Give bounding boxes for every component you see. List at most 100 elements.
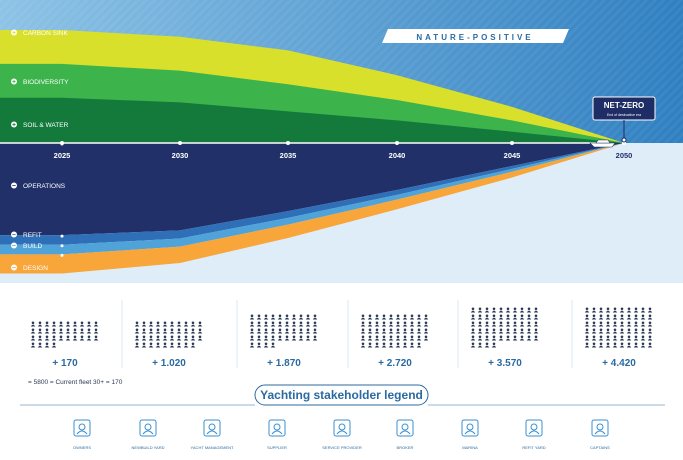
person-icon-head: [38, 335, 42, 339]
person-icon-head: [52, 321, 56, 325]
person-icon-body: [423, 324, 429, 327]
person-icon-body: [505, 338, 511, 341]
label-carbon-sink: CARBON SINK: [11, 29, 68, 37]
person-icon-body: [605, 310, 611, 313]
person-icon-body: [416, 338, 422, 341]
person-icon-body: [591, 345, 597, 348]
person-icon-body: [519, 338, 525, 341]
person-icon-body: [640, 310, 646, 313]
fleet-value-label: + 1.020: [152, 358, 186, 369]
refit-yard-icon: REFIT YARD: [522, 419, 546, 450]
person-icon-head: [271, 314, 275, 318]
person-icon-body: [584, 310, 590, 313]
person-icon-body: [484, 317, 490, 320]
person-icon-head: [641, 321, 645, 325]
person-icon-head: [410, 321, 414, 325]
person-icon-head: [135, 321, 139, 325]
person-icon-body: [633, 317, 639, 320]
person-icon-head: [396, 335, 400, 339]
person-icon-head: [499, 328, 503, 332]
person-icon-body: [284, 338, 290, 341]
person-icon-body: [640, 324, 646, 327]
person-icon-head: [492, 328, 496, 332]
person-icon-head: [264, 342, 268, 346]
person-icon-body: [270, 338, 276, 341]
person-icon-body: [619, 310, 625, 313]
person-icon-head: [492, 307, 496, 311]
person-icon-head: [163, 335, 167, 339]
person-icon-head: [292, 335, 296, 339]
person-icon-head: [592, 307, 596, 311]
person-icon-body: [491, 310, 497, 313]
person-icon-body: [477, 345, 483, 348]
person-icon-body: [298, 317, 304, 320]
person-icon-head: [306, 314, 310, 318]
person-icon-head: [198, 335, 202, 339]
person-icon-body: [176, 331, 182, 334]
person-icon-body: [155, 338, 161, 341]
person-icon-body: [360, 331, 366, 334]
person-icon-body: [30, 338, 36, 341]
tick-label-2030: 2030: [172, 151, 189, 160]
person-icon-head: [285, 314, 289, 318]
person-icon-body: [409, 345, 415, 348]
person-icon-body: [598, 338, 604, 341]
person-icon-head: [264, 321, 268, 325]
person-icon-body: [477, 310, 483, 313]
person-icon-body: [374, 331, 380, 334]
person-icon-head: [170, 328, 174, 332]
person-icon-body: [197, 331, 203, 334]
person-icon-head: [382, 321, 386, 325]
person-icon-head: [506, 307, 510, 311]
owner-icon: OWNERS: [73, 419, 91, 450]
person-icon-head: [149, 335, 153, 339]
person-icon-body: [360, 317, 366, 320]
person-icon-head: [520, 328, 524, 332]
person-icon-head: [599, 307, 603, 311]
person-icon-head: [87, 335, 91, 339]
person-icon-body: [190, 324, 196, 327]
nature-positive-label: NATURE-POSITIVE: [416, 33, 533, 42]
stakeholder-legend-title: Yachting stakeholder legend: [260, 388, 423, 402]
person-icon-head: [478, 342, 482, 346]
person-icon-head: [634, 328, 638, 332]
person-icon-head: [292, 314, 296, 318]
person-icon-head: [278, 335, 282, 339]
person-icon-body: [598, 317, 604, 320]
person-icon-body: [470, 324, 476, 327]
person-icon-body: [605, 331, 611, 334]
fleet-column: + 170: [30, 321, 99, 369]
person-icon-head: [80, 328, 84, 332]
person-icon-head: [424, 314, 428, 318]
person-icon-body: [584, 345, 590, 348]
label-design: DESIGN: [11, 253, 64, 272]
person-icon-head: [163, 328, 167, 332]
person-icon-body: [367, 338, 373, 341]
person-icon-body: [176, 324, 182, 327]
person-icon-body: [619, 317, 625, 320]
person-icon-body: [155, 331, 161, 334]
person-icon-body: [584, 324, 590, 327]
person-icon-body: [591, 331, 597, 334]
person-icon-body: [162, 324, 168, 327]
person-icon-head: [403, 321, 407, 325]
person-icon-head: [410, 342, 414, 346]
person-icon-body: [388, 317, 394, 320]
person-icon-head: [527, 335, 531, 339]
person-icon-body: [402, 324, 408, 327]
person-icon-head: [368, 335, 372, 339]
person-icon-head: [599, 328, 603, 332]
person-icon-head: [634, 335, 638, 339]
person-icon-body: [381, 324, 387, 327]
person-icon-head: [513, 307, 517, 311]
person-icon-body: [505, 331, 511, 334]
person-icon-body: [423, 338, 429, 341]
person-icon-body: [291, 317, 297, 320]
person-icon-body: [491, 331, 497, 334]
fleet-column: + 2.720: [360, 314, 429, 369]
person-icon-head: [191, 335, 195, 339]
person-icon-body: [626, 324, 632, 327]
person-icon-head: [66, 335, 70, 339]
person-icon-head: [592, 342, 596, 346]
person-icon-head: [527, 321, 531, 325]
